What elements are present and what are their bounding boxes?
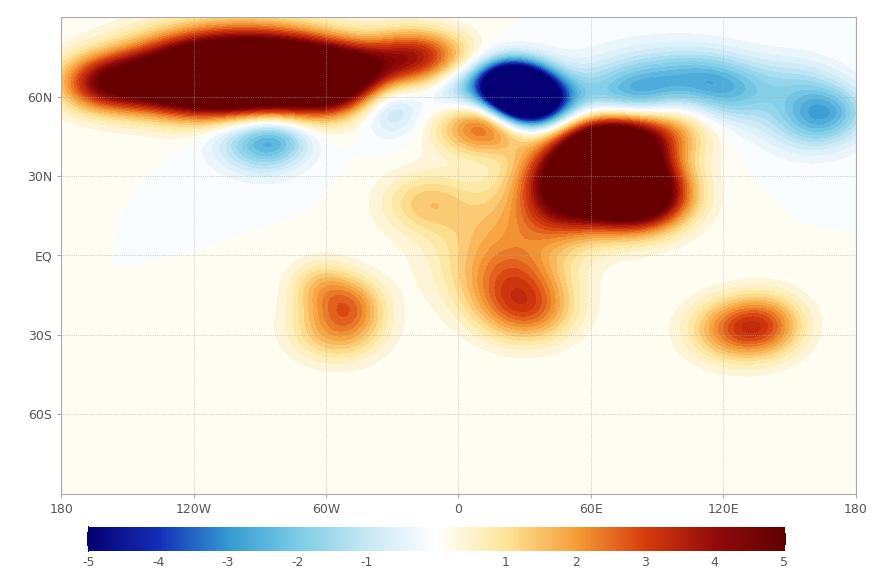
PathPatch shape: [784, 527, 786, 551]
PathPatch shape: [87, 527, 89, 551]
